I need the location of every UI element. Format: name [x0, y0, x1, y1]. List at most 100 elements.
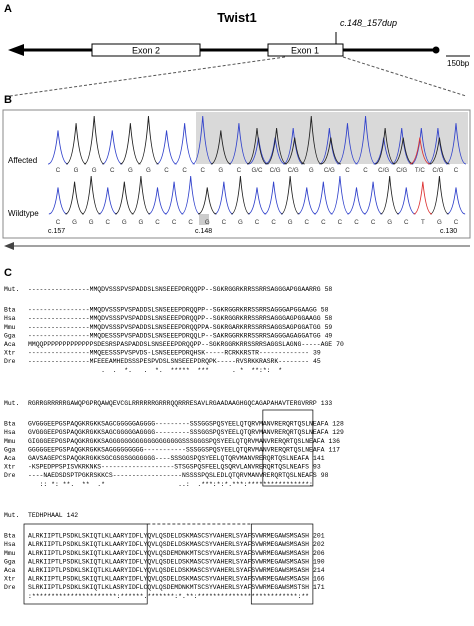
- species-name: Bta: [4, 421, 16, 428]
- base-call: G: [74, 167, 79, 174]
- base-call: C: [371, 219, 376, 226]
- base-highlight: [199, 214, 209, 225]
- residue-number: 136: [328, 438, 340, 445]
- species-name: Aca: [4, 567, 16, 574]
- species-name: Aca: [4, 455, 16, 462]
- sequence: GVGGGEEPGSPAQGKRGKKSAGCGGGGGAGGGG-------…: [28, 429, 328, 436]
- species-name: Dre: [4, 358, 16, 365]
- base-call: G: [122, 219, 127, 226]
- sequence: ----------------MMQDESSSPVSPADDSLSNSEEEP…: [28, 332, 321, 339]
- residue-number: 206: [313, 550, 325, 557]
- base-call: G: [146, 167, 151, 174]
- base-call: C/G: [270, 167, 281, 174]
- gene-title: Twist1: [217, 10, 257, 25]
- species-name: Dre: [4, 584, 16, 591]
- base-call: C: [155, 219, 160, 226]
- domain-box: [23, 523, 148, 605]
- position-label: c.130: [440, 228, 457, 235]
- exon-label: Exon 1: [291, 46, 319, 56]
- panel-label: B: [4, 94, 12, 106]
- species-name: Xtr: [4, 350, 16, 357]
- base-call: C/G: [324, 167, 335, 174]
- base-call: G: [205, 219, 210, 226]
- trace: [409, 137, 430, 165]
- species-name: Xtr: [4, 576, 16, 583]
- trace: [48, 175, 466, 215]
- sequence: GVGGGEEPGSPAQGKRGKKSAGCGGGGGAGGGG-------…: [28, 421, 328, 428]
- sequence: ----------------MMQDVSSSPVSPADDSLSNSEEEP…: [28, 315, 321, 322]
- base-call: G: [288, 219, 293, 226]
- residue-number: 45: [313, 358, 321, 365]
- base-call: G: [128, 167, 133, 174]
- species-name: Hsa: [4, 315, 16, 322]
- gene-end: [432, 46, 440, 54]
- species-name: Mut.: [4, 286, 19, 293]
- species-name: Hsa: [4, 429, 16, 436]
- residue-number: 70: [336, 341, 344, 348]
- trace-label: Wildtype: [8, 209, 39, 218]
- base-call: T: [421, 219, 425, 226]
- sequence: GGGGGEEPGSPAQGKRGKKSAGGGGGGGGG----------…: [28, 446, 325, 453]
- sequence: GIGGGEEPGSPAQGKRGKKSAGGGGGGGGGGGGGGGGGGG…: [28, 438, 325, 445]
- arrow-head: [8, 44, 24, 56]
- base-call: C: [188, 219, 193, 226]
- residue-number: 39: [313, 350, 321, 357]
- base-call: C: [354, 219, 359, 226]
- base-call: C/G: [378, 167, 389, 174]
- zoom-line: [9, 56, 286, 97]
- residue-number: 166: [313, 576, 325, 583]
- shaded-region: [196, 112, 468, 164]
- sequence: ----------------MMQDVSSSPVSPADDSLSNSEEEP…: [28, 286, 321, 293]
- species-name: Mmu: [4, 438, 16, 445]
- species-name: Mut.: [4, 512, 19, 519]
- scale-label: 150bp: [447, 59, 470, 68]
- base-call: C: [172, 219, 177, 226]
- base-call: G: [72, 219, 77, 226]
- species-name: Gga: [4, 332, 16, 339]
- residue-number: 59: [325, 324, 333, 331]
- residue-number: 58: [325, 286, 333, 293]
- species-name: Mmu: [4, 324, 16, 331]
- base-call: G/C: [251, 167, 263, 174]
- residue-number: 129: [332, 429, 344, 436]
- base-call: C: [271, 219, 276, 226]
- base-call: G: [218, 167, 223, 174]
- species-name: Gga: [4, 558, 16, 565]
- base-call: C: [454, 219, 459, 226]
- trace: [413, 181, 433, 215]
- sequence: ALRKIIPTLPSDKLSKIQTLKLAARYIDFLYQVLQSDELD…: [28, 567, 309, 574]
- base-call: C: [338, 219, 343, 226]
- trace: [65, 115, 450, 165]
- species-name: Mmu: [4, 550, 16, 557]
- base-call: C: [200, 167, 205, 174]
- exon-label: Exon 2: [132, 46, 160, 56]
- base-call: C: [56, 167, 61, 174]
- zoom-line: [342, 56, 467, 97]
- residue-number: 58: [321, 307, 329, 314]
- domain-box: [262, 409, 314, 487]
- base-call: C: [106, 219, 111, 226]
- sequence: ----------------MMQEESSSPVSPVDS-LSNSEEEP…: [28, 350, 309, 357]
- species-name: Dre: [4, 472, 16, 479]
- base-call: G: [387, 219, 392, 226]
- base-call: C: [237, 167, 242, 174]
- species-name: Mut.: [4, 400, 19, 407]
- sequence: SLRKIIPTLPSDKLSKIQTLKLASRYIDFLCQVLQSDEMD…: [28, 584, 309, 591]
- sequence: ALRKIIPTLPSDKLSKIQTLKLAARYIDFLYQVLQSDELD…: [28, 533, 309, 540]
- species-name: Bta: [4, 307, 16, 314]
- position-label: c.157: [48, 228, 65, 235]
- base-call: C: [305, 219, 310, 226]
- base-call: C: [164, 167, 169, 174]
- consensus: . . *. . *. ***** *** . * **:*: *: [28, 367, 282, 374]
- trace: [65, 175, 449, 215]
- position-label: c.148: [195, 228, 212, 235]
- panel-label: C: [4, 267, 12, 279]
- base-call: C: [454, 167, 459, 174]
- sequence: ----NAEDSDSPTPGKRSKKCS------------------…: [28, 472, 317, 479]
- base-call: C: [321, 219, 326, 226]
- base-call: G: [309, 167, 314, 174]
- base-call: G: [139, 219, 144, 226]
- base-call: T/C: [415, 167, 425, 174]
